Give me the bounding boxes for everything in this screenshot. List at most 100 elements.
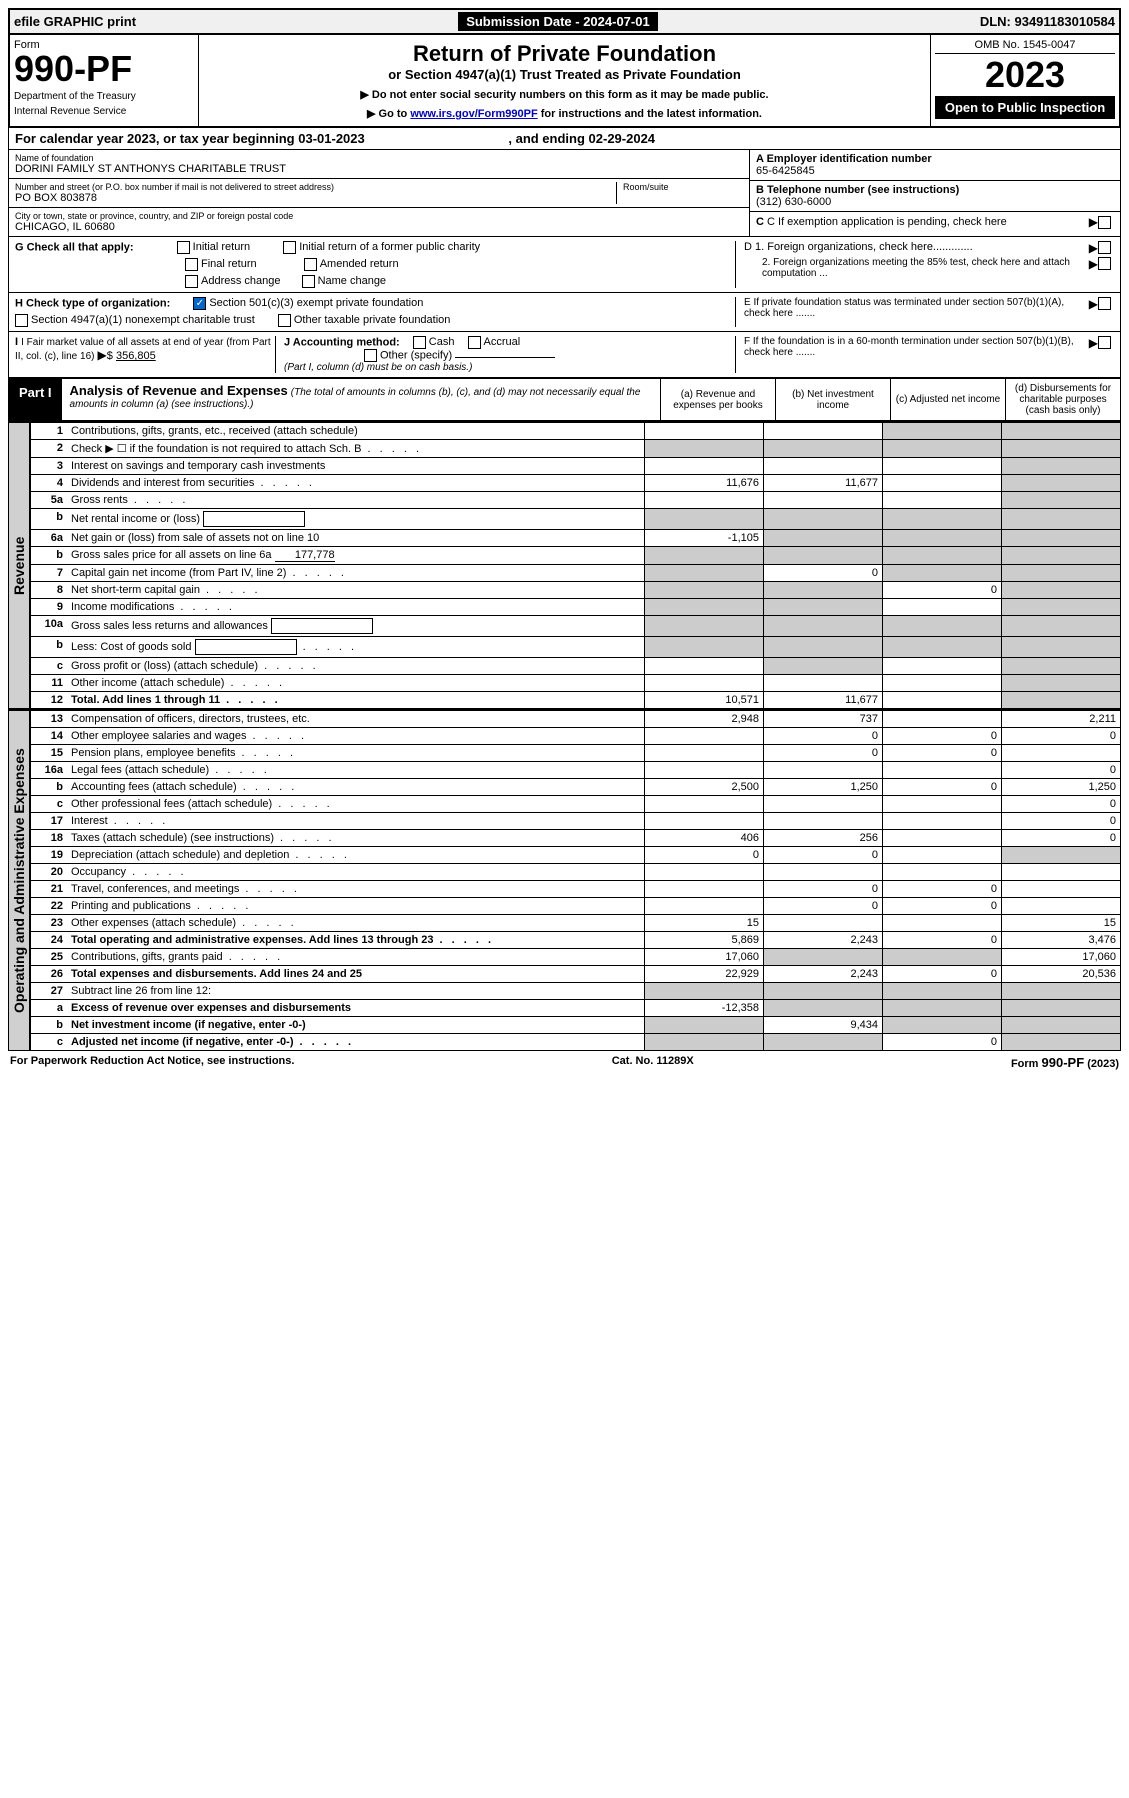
cell-col-d: 0 [1002, 728, 1121, 745]
line-number: 12 [31, 692, 68, 709]
checkbox-other-taxable[interactable] [278, 314, 291, 327]
cell-col-a: 15 [645, 915, 764, 932]
col-a-header: (a) Revenue and expenses per books [660, 379, 775, 420]
cell-col-b [764, 440, 883, 458]
checkbox-final-return[interactable] [185, 258, 198, 271]
cell-col-b [764, 492, 883, 509]
table-row: 27Subtract line 26 from line 12: [31, 983, 1121, 1000]
foundation-city: CHICAGO, IL 60680 [15, 221, 743, 233]
cell-col-a: 5,869 [645, 932, 764, 949]
cell-col-d [1002, 423, 1121, 440]
footer-right: Form 990-PF (2023) [1011, 1055, 1119, 1070]
checkbox-d2[interactable] [1098, 257, 1111, 270]
phone-cell: B Telephone number (see instructions) (3… [750, 181, 1120, 212]
line-description: Excess of revenue over expenses and disb… [67, 1000, 645, 1017]
cell-col-d: 0 [1002, 762, 1121, 779]
checkbox-501c3[interactable] [193, 297, 206, 310]
cell-col-b [764, 1000, 883, 1017]
revenue-side-label: Revenue [8, 422, 30, 709]
cell-col-c [883, 530, 1002, 547]
checkbox-e[interactable] [1098, 297, 1111, 310]
line-description: Travel, conferences, and meetings . . . … [67, 881, 645, 898]
cell-col-c [883, 830, 1002, 847]
cell-col-c [883, 440, 1002, 458]
line-description: Gross profit or (loss) (attach schedule)… [67, 658, 645, 675]
cell-col-a [645, 509, 764, 530]
g-check-row: G Check all that apply: Initial return I… [15, 241, 741, 254]
cell-col-d [1002, 599, 1121, 616]
cell-col-b: 2,243 [764, 932, 883, 949]
line-description: Net rental income or (loss) [67, 509, 645, 530]
checkbox-name-change[interactable] [302, 275, 315, 288]
header-right: OMB No. 1545-0047 2023 Open to Public In… [930, 35, 1119, 126]
cell-col-c [883, 949, 1002, 966]
cell-col-b: 1,250 [764, 779, 883, 796]
cell-col-a [645, 675, 764, 692]
cell-col-d: 2,211 [1002, 711, 1121, 728]
ein-value: 65-6425845 [756, 165, 1114, 177]
irs-label: Internal Revenue Service [14, 106, 194, 117]
line-number: c [31, 1034, 68, 1051]
cell-col-a [645, 658, 764, 675]
table-row: bAccounting fees (attach schedule) . . .… [31, 779, 1121, 796]
line-description: Income modifications . . . . . [67, 599, 645, 616]
cell-col-a: 406 [645, 830, 764, 847]
line-number: 11 [31, 675, 68, 692]
checkbox-d1[interactable] [1098, 241, 1111, 254]
cell-col-b: 0 [764, 881, 883, 898]
cell-col-c [883, 637, 1002, 658]
checkbox-other-method[interactable] [364, 349, 377, 362]
cell-col-b: 737 [764, 711, 883, 728]
checkbox-initial-former[interactable] [283, 241, 296, 254]
line-number: 20 [31, 864, 68, 881]
line-description: Dividends and interest from securities .… [67, 475, 645, 492]
line-description: Capital gain net income (from Part IV, l… [67, 565, 645, 582]
checkbox-cash[interactable] [413, 336, 426, 349]
revenue-section: Revenue 1Contributions, gifts, grants, e… [8, 421, 1121, 709]
checkbox-address-change[interactable] [185, 275, 198, 288]
col-b-header: (b) Net investment income [775, 379, 890, 420]
checkbox-c[interactable] [1098, 216, 1111, 229]
page-footer: For Paperwork Reduction Act Notice, see … [8, 1051, 1121, 1074]
cell-col-a [645, 565, 764, 582]
table-row: 5aGross rents . . . . . [31, 492, 1121, 509]
line-number: 14 [31, 728, 68, 745]
line-description: Other income (attach schedule) . . . . . [67, 675, 645, 692]
foundation-info: Name of foundation DORINI FAMILY ST ANTH… [8, 150, 1121, 237]
irs-link[interactable]: www.irs.gov/Form990PF [410, 108, 537, 120]
line-description: Depreciation (attach schedule) and deple… [67, 847, 645, 864]
line-number: b [31, 779, 68, 796]
footer-left: For Paperwork Reduction Act Notice, see … [10, 1055, 294, 1070]
cell-col-a [645, 983, 764, 1000]
col-c-header: (c) Adjusted net income [890, 379, 1005, 420]
cell-col-c [883, 762, 1002, 779]
form-title: Return of Private Foundation [205, 41, 924, 67]
cell-col-d [1002, 881, 1121, 898]
cell-col-c [883, 711, 1002, 728]
line-number: 17 [31, 813, 68, 830]
checkbox-4947[interactable] [15, 314, 28, 327]
checkbox-amended[interactable] [304, 258, 317, 271]
cell-col-d [1002, 547, 1121, 565]
checkbox-f[interactable] [1098, 336, 1111, 349]
table-row: cAdjusted net income (if negative, enter… [31, 1034, 1121, 1051]
line-number: b [31, 509, 68, 530]
cell-col-a [645, 762, 764, 779]
cell-col-c [883, 492, 1002, 509]
dept-treasury: Department of the Treasury [14, 91, 194, 102]
table-row: 11Other income (attach schedule) . . . .… [31, 675, 1121, 692]
checkbox-initial-return[interactable] [177, 241, 190, 254]
cell-col-d [1002, 658, 1121, 675]
cell-col-b [764, 616, 883, 637]
part1-header: Part I Analysis of Revenue and Expenses … [8, 379, 1121, 421]
g-row2: Final return Amended return [185, 258, 741, 271]
cell-col-a [645, 582, 764, 599]
table-row: 6aNet gain or (loss) from sale of assets… [31, 530, 1121, 547]
table-row: 3Interest on savings and temporary cash … [31, 458, 1121, 475]
cell-col-a: 10,571 [645, 692, 764, 709]
cell-col-c [883, 509, 1002, 530]
checkbox-accrual[interactable] [468, 336, 481, 349]
cell-col-a [645, 881, 764, 898]
cell-col-a: 11,676 [645, 475, 764, 492]
cell-col-d: 1,250 [1002, 779, 1121, 796]
